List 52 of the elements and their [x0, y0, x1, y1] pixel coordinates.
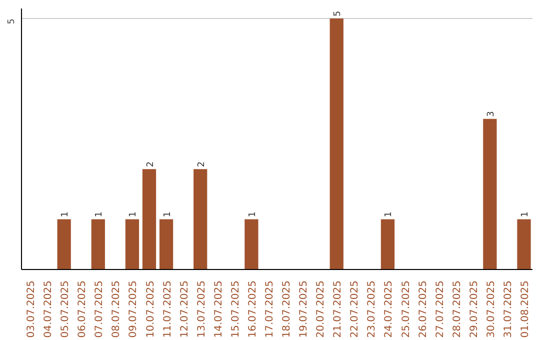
x-tick-label: 25.07.2025 [400, 280, 412, 338]
bar [159, 219, 174, 270]
x-tick-label: 28.07.2025 [452, 280, 463, 338]
data-label: 1 [60, 212, 71, 218]
data-label: 3 [486, 111, 496, 117]
data-label: 1 [162, 212, 173, 218]
x-tick-label: 13.07.2025 [196, 280, 208, 338]
data-label: 2 [146, 161, 156, 168]
x-tick-label: 18.07.2025 [282, 280, 293, 338]
x-tick-label: 10.07.2025 [145, 280, 156, 338]
bar [57, 219, 71, 270]
x-tick-label: 16.07.2025 [247, 280, 258, 338]
x-tick-label: 27.07.2025 [434, 280, 446, 338]
x-tick-label: 06.07.2025 [77, 280, 88, 338]
bar [125, 219, 140, 270]
x-tick-label: 29.07.2025 [468, 280, 480, 338]
x-tick-label: 23.07.2025 [366, 280, 378, 338]
x-tick-label: 08.07.2025 [111, 280, 122, 338]
x-tick-label: 30.07.2025 [486, 280, 497, 338]
data-label: 1 [248, 212, 258, 218]
bar [483, 118, 497, 270]
bar [330, 18, 344, 270]
bar [517, 219, 531, 270]
x-tick-label: 01.08.2025 [520, 280, 531, 338]
x-tick-label: 17.07.2025 [264, 280, 276, 338]
data-label: 1 [384, 212, 394, 218]
x-tick-label: 15.07.2025 [230, 280, 242, 338]
x-tick-label: 07.07.2025 [94, 280, 106, 338]
x-tick-label: 14.07.2025 [213, 280, 224, 338]
data-label: 2 [196, 161, 207, 168]
x-tick-label: 09.07.2025 [128, 280, 140, 338]
bar [244, 219, 258, 270]
x-tick-label: 11.07.2025 [162, 280, 174, 338]
bar [91, 219, 105, 270]
x-tick-label: 05.07.2025 [60, 280, 72, 338]
x-tick-label: 04.07.2025 [43, 280, 54, 338]
x-tick-label: 20.07.2025 [316, 280, 327, 338]
bar [194, 169, 208, 270]
x-tick-label: 21.07.2025 [332, 280, 344, 338]
bar [380, 219, 395, 270]
x-tick-label: 31.07.2025 [502, 280, 514, 338]
data-label: 5 [333, 10, 344, 17]
data-label: 1 [128, 212, 139, 218]
bar [142, 169, 156, 270]
data-label: 1 [94, 212, 105, 218]
data-label: 1 [520, 212, 530, 218]
x-tick-label: 12.07.2025 [179, 280, 190, 338]
x-tick-label: 19.07.2025 [298, 280, 310, 338]
x-tick-label: 24.07.2025 [384, 280, 395, 338]
x-tick-label: 22.07.2025 [350, 280, 361, 338]
x-tick-label: 26.07.2025 [418, 280, 429, 338]
x-tick-label: 03.07.2025 [26, 280, 38, 338]
